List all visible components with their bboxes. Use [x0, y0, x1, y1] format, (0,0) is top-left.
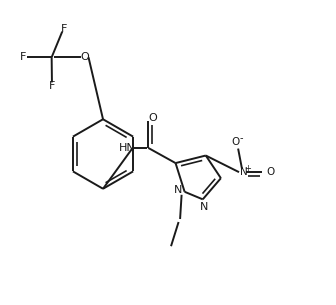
Text: F: F [60, 23, 67, 34]
Text: +: + [245, 164, 252, 173]
Text: F: F [48, 81, 55, 91]
Text: HN: HN [119, 143, 135, 153]
Text: O: O [149, 113, 157, 123]
Text: N: N [174, 185, 182, 195]
Text: F: F [20, 52, 26, 62]
Text: -: - [239, 133, 243, 143]
Text: O: O [266, 167, 274, 177]
Text: O: O [81, 52, 89, 62]
Text: O: O [232, 137, 240, 147]
Text: N: N [200, 202, 208, 212]
Text: N: N [240, 167, 247, 177]
